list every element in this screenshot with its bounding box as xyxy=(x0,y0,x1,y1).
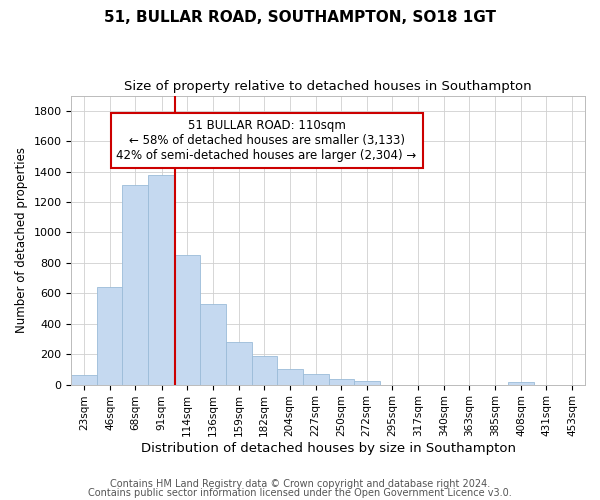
Bar xyxy=(302,374,329,384)
Text: Contains public sector information licensed under the Open Government Licence v3: Contains public sector information licen… xyxy=(88,488,512,498)
X-axis label: Distribution of detached houses by size in Southampton: Distribution of detached houses by size … xyxy=(141,442,516,455)
Bar xyxy=(277,368,302,384)
Text: 51 BULLAR ROAD: 110sqm
← 58% of detached houses are smaller (3,133)
42% of semi-: 51 BULLAR ROAD: 110sqm ← 58% of detached… xyxy=(116,118,416,162)
Bar xyxy=(97,287,122,384)
Bar xyxy=(200,304,226,384)
Bar xyxy=(148,174,175,384)
Text: Contains HM Land Registry data © Crown copyright and database right 2024.: Contains HM Land Registry data © Crown c… xyxy=(110,479,490,489)
Bar xyxy=(71,376,97,384)
Bar xyxy=(329,380,354,384)
Bar xyxy=(508,382,534,384)
Bar xyxy=(354,381,380,384)
Title: Size of property relative to detached houses in Southampton: Size of property relative to detached ho… xyxy=(124,80,532,93)
Y-axis label: Number of detached properties: Number of detached properties xyxy=(15,147,28,333)
Bar xyxy=(251,356,277,384)
Bar xyxy=(226,342,251,384)
Bar xyxy=(122,186,148,384)
Bar xyxy=(175,256,200,384)
Text: 51, BULLAR ROAD, SOUTHAMPTON, SO18 1GT: 51, BULLAR ROAD, SOUTHAMPTON, SO18 1GT xyxy=(104,10,496,25)
